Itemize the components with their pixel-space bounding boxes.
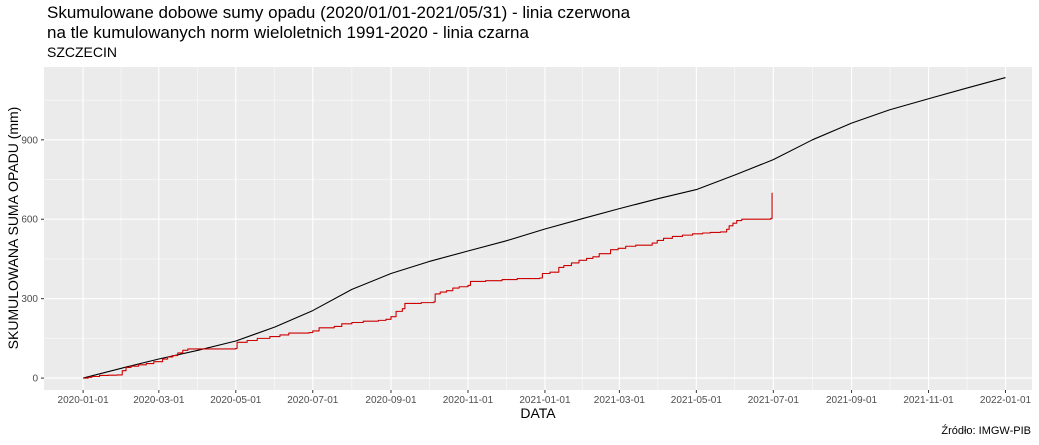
x-tick-label: 2021-11-01 bbox=[903, 395, 954, 406]
chart-title-line-2: na tle kumulowanych norm wieloletnich 19… bbox=[47, 23, 529, 42]
observed-precipitation-line bbox=[83, 192, 773, 379]
x-tick-label: 2021-03-01 bbox=[594, 395, 646, 406]
major-gridlines bbox=[44, 67, 1032, 390]
x-tick-label: 2021-01-01 bbox=[519, 395, 571, 406]
y-tick-label: 300 bbox=[21, 294, 38, 305]
plot-panel bbox=[44, 67, 1032, 390]
y-tick-label: 600 bbox=[21, 215, 38, 226]
x-tick-label: 2020-01-01 bbox=[58, 395, 110, 406]
x-axis-title: DATA bbox=[520, 405, 556, 421]
y-axis-ticks: 0 300 600 900 bbox=[21, 135, 44, 385]
x-tick-label: 2021-05-01 bbox=[671, 395, 723, 406]
minor-gridlines bbox=[44, 67, 1032, 390]
x-tick-label: 2020-07-01 bbox=[287, 395, 339, 406]
x-axis-ticks: 2020-01-01 2020-03-01 2020-05-01 2020-07-01… bbox=[58, 390, 1032, 406]
x-tick-label: 2021-09-01 bbox=[826, 395, 878, 406]
chart-title-line-1: Skumulowane dobowe sumy opadu (2020/01/0… bbox=[47, 3, 631, 22]
y-tick-label: 0 bbox=[32, 374, 38, 385]
chart-title: Skumulowane dobowe sumy opadu (2020/01/0… bbox=[47, 3, 630, 43]
series-layer bbox=[82, 77, 1006, 379]
y-axis-title: SKUMULOWANA SUMA OPADU (mm) bbox=[5, 107, 21, 350]
x-tick-label: 2020-11-01 bbox=[443, 395, 494, 406]
chart-subtitle: SZCZECIN bbox=[47, 44, 117, 60]
x-tick-label: 2020-03-01 bbox=[133, 395, 185, 406]
x-tick-label: 2020-09-01 bbox=[365, 395, 417, 406]
x-tick-label: 2021-07-01 bbox=[748, 395, 800, 406]
x-tick-label: 2022-01-01 bbox=[980, 395, 1032, 406]
source-caption: Źródło: IMGW-PIB bbox=[941, 425, 1031, 437]
y-tick-label: 900 bbox=[21, 135, 38, 146]
climate-norm-line bbox=[82, 77, 1006, 379]
x-tick-label: 2020-05-01 bbox=[210, 395, 262, 406]
